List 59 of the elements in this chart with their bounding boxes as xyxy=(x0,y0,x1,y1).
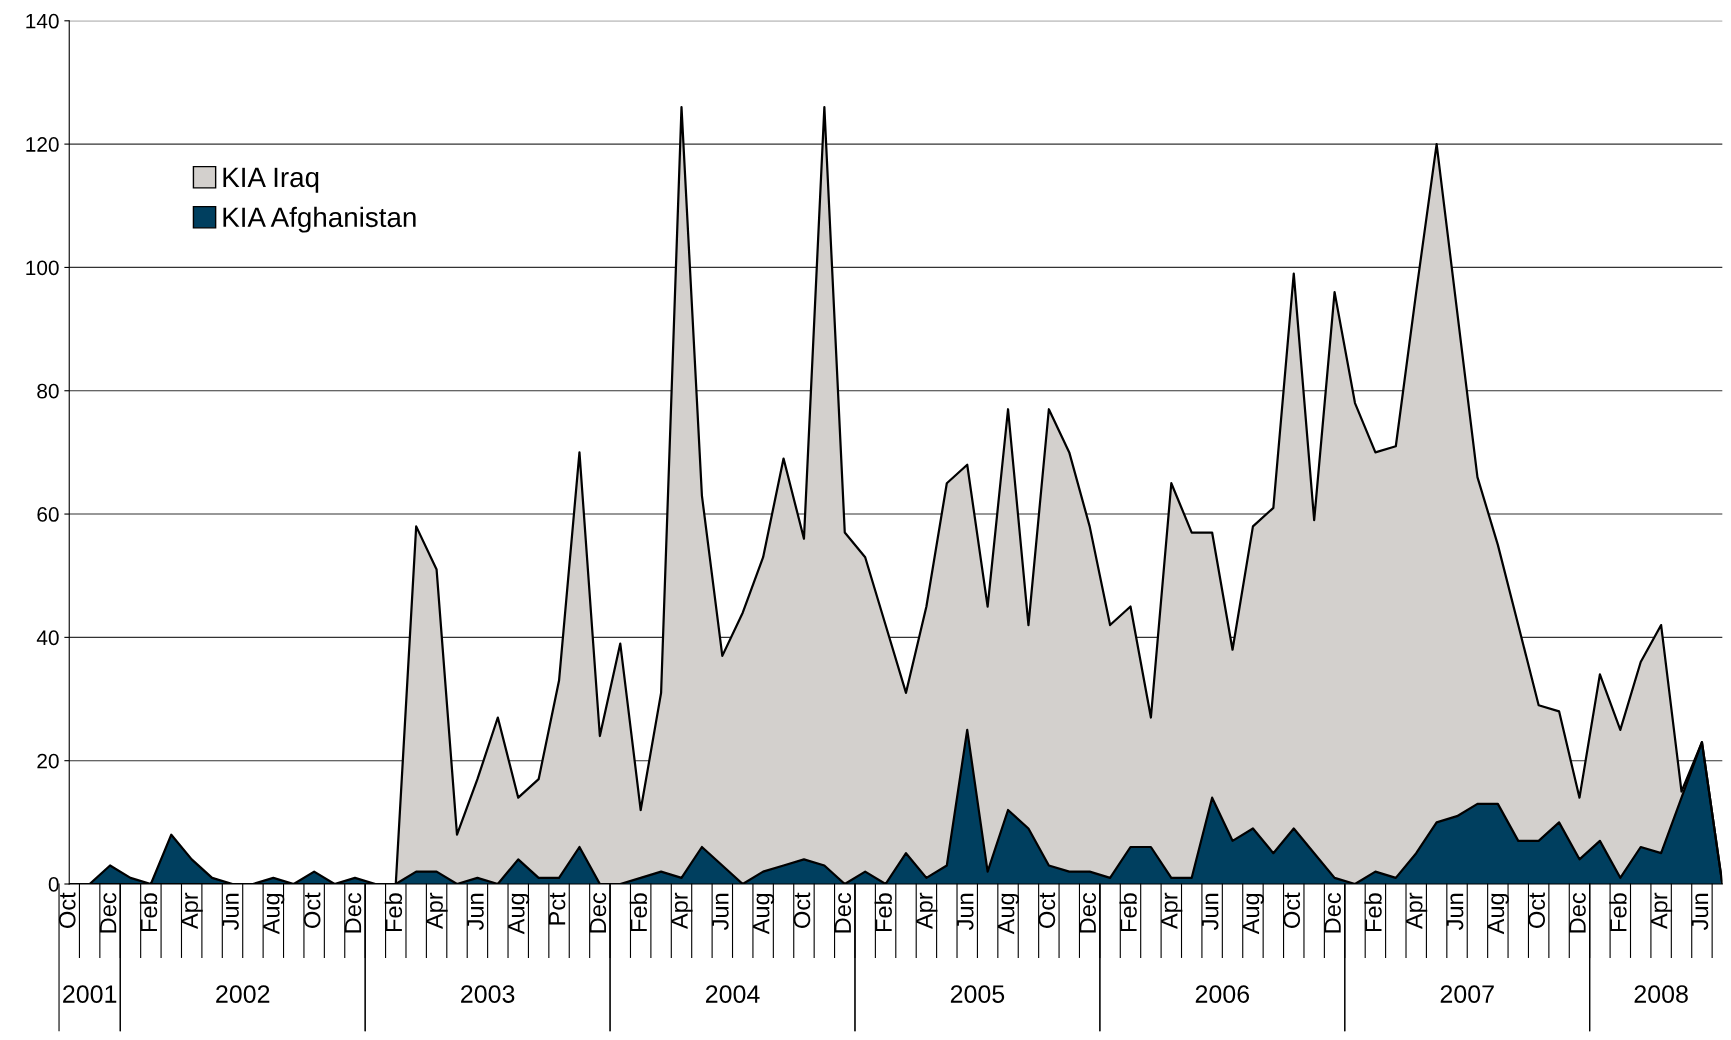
text: 2004 xyxy=(705,985,760,1003)
x-tick-label: Dec xyxy=(344,892,362,933)
x-tick-label: Jun xyxy=(1691,893,1709,931)
x-tick-label: Apr xyxy=(671,892,693,930)
x-tick-label: Oct xyxy=(303,892,321,928)
x-tick-label: Feb xyxy=(384,893,403,932)
text: 2006 xyxy=(1195,985,1250,1003)
x-tick-label: Jun xyxy=(222,893,239,931)
x-tick-label: Apr xyxy=(1161,892,1183,930)
y-tick-label: 140 xyxy=(26,13,59,29)
y-tick-label: 20 xyxy=(37,753,59,769)
x-tick-label: Dec xyxy=(834,892,852,933)
text: 2001 xyxy=(63,985,117,1003)
x-tick-label: Dec xyxy=(1569,892,1586,933)
text: 2003 xyxy=(461,985,515,1003)
x-tick-label: Feb xyxy=(874,893,892,932)
y-tick-label: 60 xyxy=(37,507,59,522)
x-tick-label: Apr xyxy=(1406,892,1428,930)
y-tick-label: 80 xyxy=(37,383,59,399)
y-tick-label: 0 xyxy=(48,877,59,892)
x-tick-label: Dec xyxy=(1079,892,1097,933)
x-tick-label: Feb xyxy=(139,893,158,932)
x-tick-label: Oct xyxy=(1528,892,1545,928)
x-tick-label: Jun xyxy=(1201,893,1219,931)
text: 2008 xyxy=(1634,985,1688,1003)
x-tick-label: Feb xyxy=(1119,893,1137,932)
x-tick-label: Oct xyxy=(58,892,76,928)
x-tick-label: Apr xyxy=(181,892,203,930)
x-tick-label: Feb xyxy=(1609,893,1627,932)
legend-label: KIA Iraq xyxy=(223,167,319,193)
x-tick-label: Apr xyxy=(1650,892,1673,930)
x-tick-label: Apr xyxy=(426,892,448,930)
y-tick-label: 120 xyxy=(26,137,59,152)
y-tick-label: 40 xyxy=(36,630,59,646)
x-tick-label: Jun xyxy=(1446,893,1464,931)
x-tick-label: Jun xyxy=(712,893,729,931)
x-tick-label: Oct xyxy=(1283,892,1301,928)
x-tick-label: Aug xyxy=(1242,893,1264,935)
legend-label: KIA Afghanistan xyxy=(223,206,416,233)
x-tick-label: Feb xyxy=(1364,893,1382,932)
x-tick-label: Aug xyxy=(997,893,1020,935)
x-tick-label: Aug xyxy=(263,893,285,935)
x-tick-label: Aug xyxy=(1487,893,1509,935)
x-tick-label: Aug xyxy=(753,893,775,935)
x-tick-label: Dec xyxy=(99,892,117,933)
x-tick-label: Oct xyxy=(793,892,811,928)
x-tick-label: Aug xyxy=(508,893,530,935)
x-tick-label: Pct xyxy=(548,892,566,925)
x-tick-label: Feb xyxy=(629,893,648,932)
text: 2002 xyxy=(216,985,270,1003)
x-tick-label: Jun xyxy=(467,893,484,931)
x-tick-label: Oct xyxy=(1038,892,1056,928)
text: 2007 xyxy=(1440,985,1494,1003)
y-tick-label: 100 xyxy=(26,260,59,276)
x-tick-label: Jun xyxy=(957,893,974,931)
x-tick-label: Apr xyxy=(916,892,938,930)
text: 2005 xyxy=(950,985,1005,1003)
x-tick-label: Dec xyxy=(1324,892,1341,933)
x-tick-label: Dec xyxy=(589,892,607,933)
